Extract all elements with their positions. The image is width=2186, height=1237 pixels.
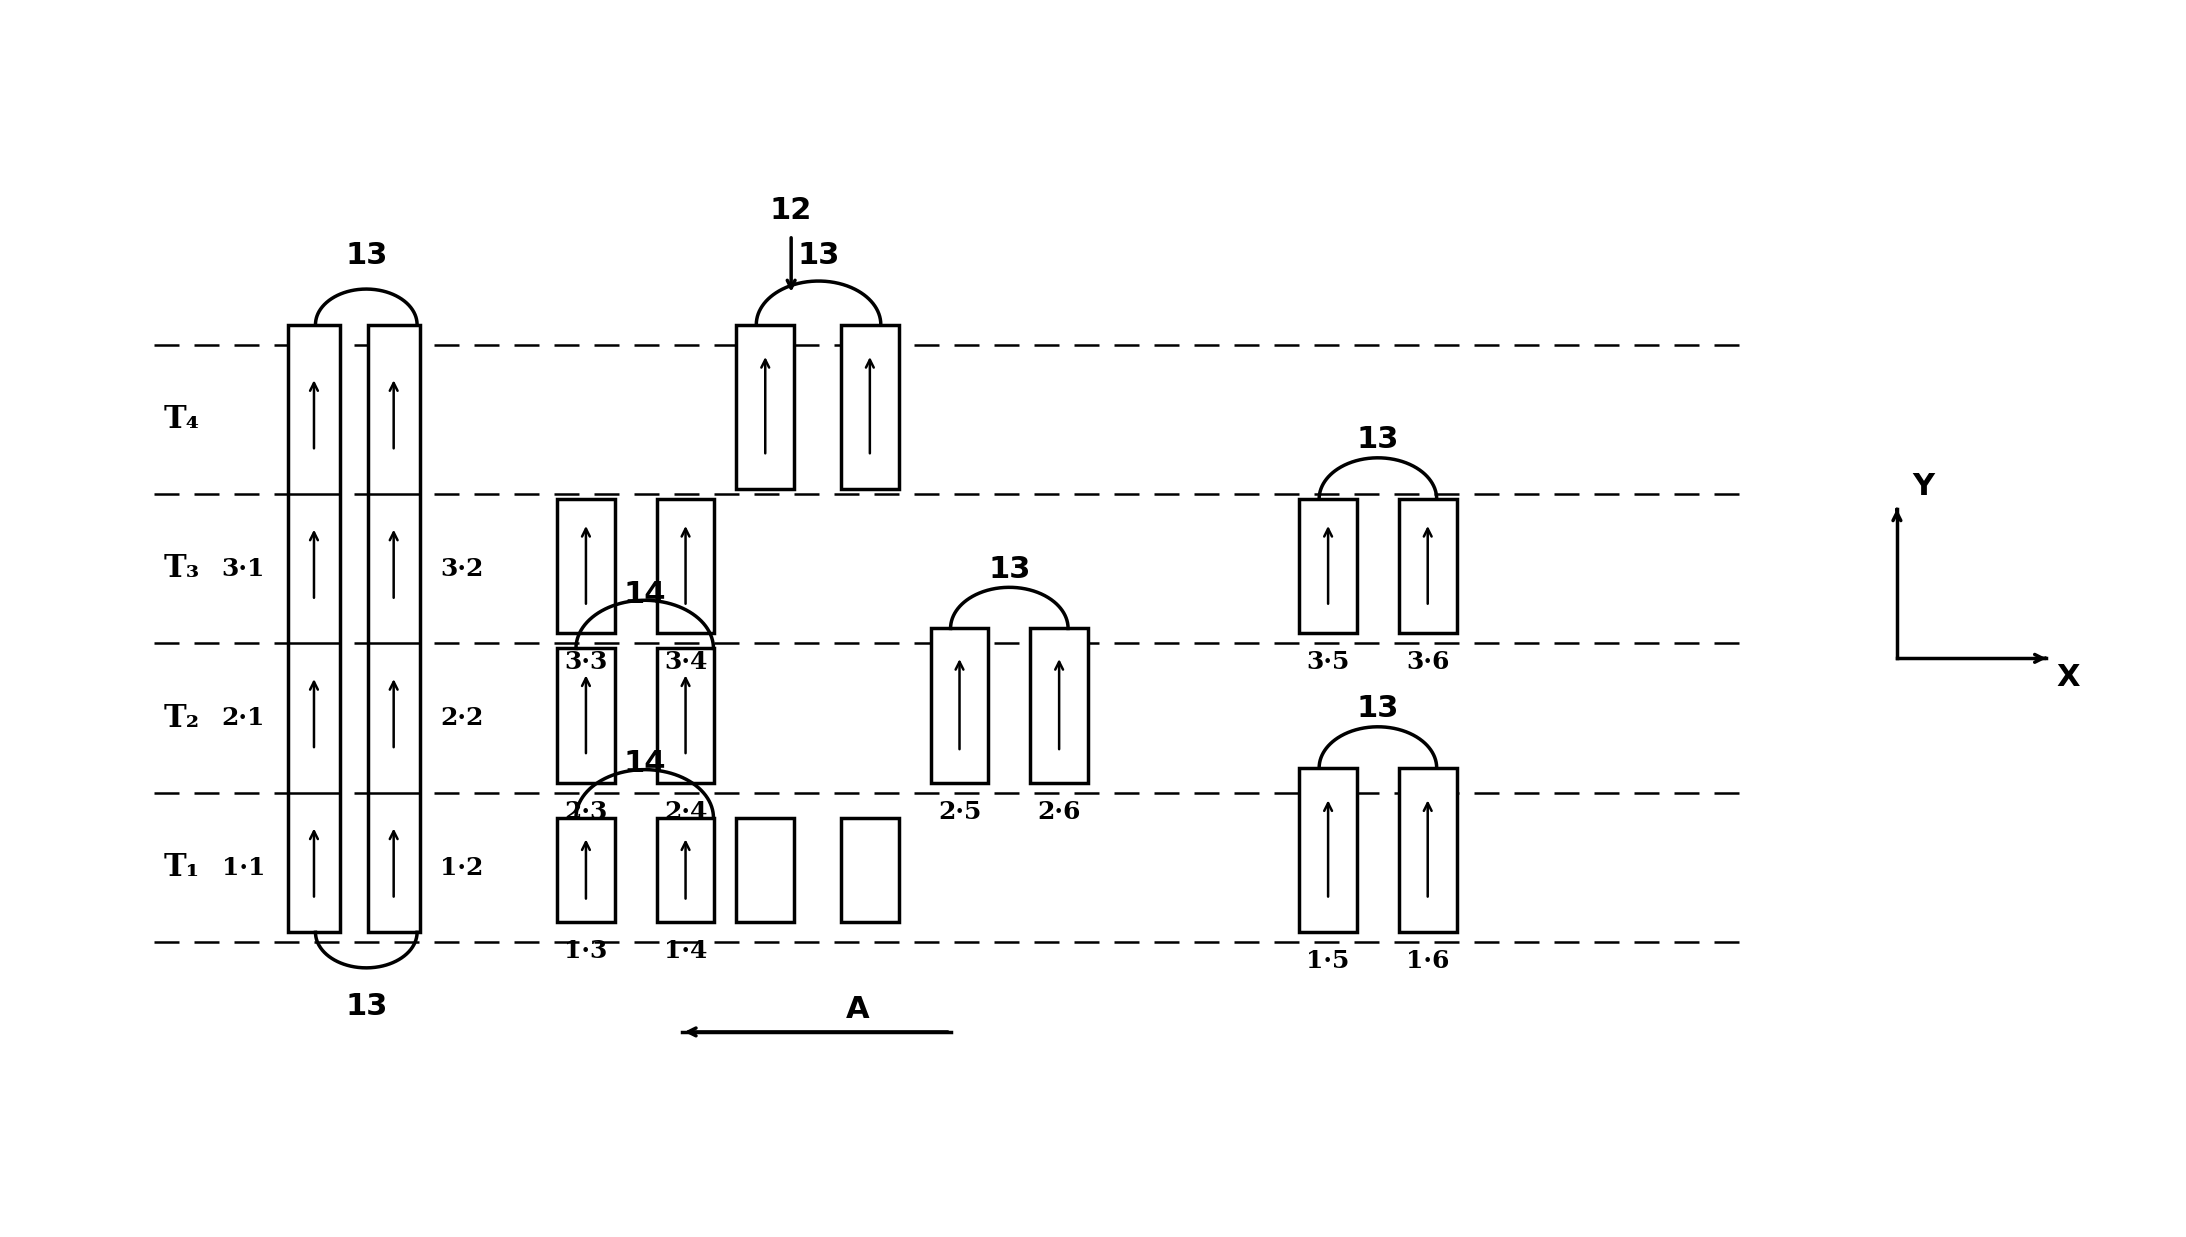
Text: 13: 13 <box>988 554 1030 584</box>
Text: 13: 13 <box>1358 426 1399 454</box>
Bar <box>557 818 614 923</box>
Text: Y: Y <box>1913 473 1935 501</box>
Bar <box>931 628 988 783</box>
Text: 3·1: 3·1 <box>221 557 265 580</box>
Text: 1·2: 1·2 <box>442 856 483 880</box>
Text: 13: 13 <box>1358 694 1399 724</box>
Text: 2·6: 2·6 <box>1038 800 1080 824</box>
Text: 3·4: 3·4 <box>665 651 708 674</box>
Text: 1·3: 1·3 <box>564 939 608 964</box>
Text: X: X <box>2057 663 2079 693</box>
Bar <box>367 324 420 933</box>
Text: 3·5: 3·5 <box>1307 651 1349 674</box>
Bar <box>1298 768 1358 933</box>
Bar <box>1399 768 1456 933</box>
Text: 2·3: 2·3 <box>564 800 608 824</box>
Text: 14: 14 <box>623 580 667 609</box>
Bar <box>656 818 715 923</box>
Bar <box>656 648 715 783</box>
Bar <box>842 818 898 923</box>
Bar <box>737 324 794 489</box>
Bar <box>656 499 715 633</box>
Text: T₄: T₄ <box>164 403 199 434</box>
Text: 1·4: 1·4 <box>665 939 708 964</box>
Text: 3·2: 3·2 <box>442 557 483 580</box>
Text: 2·1: 2·1 <box>221 706 265 730</box>
Bar <box>842 324 898 489</box>
Text: 3·6: 3·6 <box>1406 651 1449 674</box>
Text: 1·6: 1·6 <box>1406 949 1449 974</box>
Text: A: A <box>846 995 870 1024</box>
Bar <box>289 324 339 933</box>
Bar <box>737 818 794 923</box>
Text: 3·3: 3·3 <box>564 651 608 674</box>
Text: 2·5: 2·5 <box>938 800 982 824</box>
Text: 12: 12 <box>769 195 813 225</box>
Text: 14: 14 <box>623 748 667 778</box>
Bar <box>1030 628 1089 783</box>
Text: 2·2: 2·2 <box>442 706 483 730</box>
Bar <box>1298 499 1358 633</box>
Text: 2·4: 2·4 <box>665 800 708 824</box>
Bar <box>1399 499 1456 633</box>
Bar <box>557 499 614 633</box>
Bar <box>557 648 614 783</box>
Text: T₂: T₂ <box>164 703 199 734</box>
Text: T₁: T₁ <box>164 852 199 883</box>
Text: 1·1: 1·1 <box>221 856 265 880</box>
Text: 13: 13 <box>345 241 387 270</box>
Text: 13: 13 <box>798 241 839 270</box>
Text: 13: 13 <box>345 992 387 1021</box>
Text: 1·5: 1·5 <box>1307 949 1349 974</box>
Text: T₃: T₃ <box>164 553 199 584</box>
